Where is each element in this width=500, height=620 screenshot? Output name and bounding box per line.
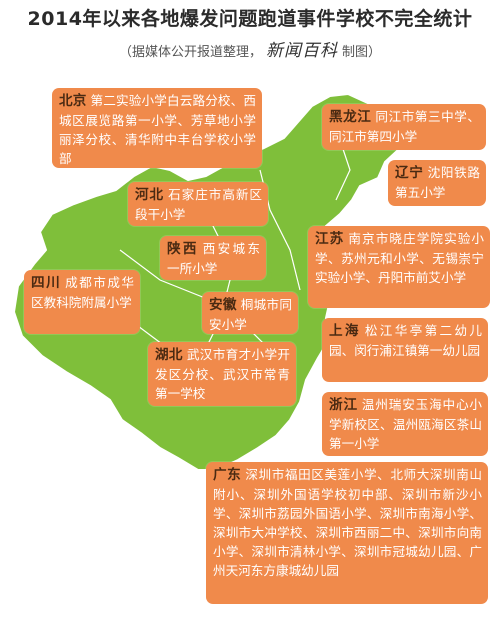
school-list: 松江华亭第二幼儿园、闵行浦江镇第一幼儿园 bbox=[329, 323, 483, 358]
school-list: 西安城东一所小学 bbox=[167, 241, 261, 276]
school-list: 桐城市同安小学 bbox=[209, 297, 293, 332]
region-box-beijing: 北京 第二实验小学白云路分校、西城区展览路第一小学、芳草地小学丽泽分校、清华附中丰… bbox=[52, 88, 262, 168]
province-name: 浙江 bbox=[329, 397, 358, 413]
school-list: 温州瑞安玉海中心小学新校区、温州瓯海区茶山第一小学 bbox=[329, 397, 483, 451]
school-list: 南京市晓庄学院实验小学、苏州元和小学、无锡崇宁实验小学、丹阳市前艾小学 bbox=[315, 231, 485, 285]
province-name: 安徽 bbox=[209, 297, 237, 313]
school-list: 第二实验小学白云路分校、西城区展览路第一小学、芳草地小学丽泽分校、清华附中丰台学… bbox=[59, 93, 257, 166]
map-border-line bbox=[335, 139, 351, 201]
region-box-sichuan: 四川 成都市成华区教科院附属小学 bbox=[24, 270, 140, 334]
region-box-shanghai: 上海 松江华亭第二幼儿园、闵行浦江镇第一幼儿园 bbox=[322, 318, 488, 382]
region-box-jiangsu: 江苏 南京市晓庄学院实验小学、苏州元和小学、无锡崇宁实验小学、丹阳市前艾小学 bbox=[308, 226, 490, 308]
school-list: 深圳市福田区美莲小学、北师大深圳南山附小、深圳外国语学校初中部、深圳市新沙小学、… bbox=[213, 467, 483, 578]
province-name: 北京 bbox=[59, 93, 87, 109]
school-list: 沈阳铁路第五小学 bbox=[395, 165, 480, 200]
region-box-shaanxi: 陕西 西安城东一所小学 bbox=[160, 236, 266, 280]
province-name: 陕西 bbox=[167, 241, 199, 257]
province-name: 黑龙江 bbox=[329, 109, 372, 125]
region-box-anhui: 安徽 桐城市同安小学 bbox=[202, 292, 298, 334]
subtitle-source-note: （据媒体公开报道整理， bbox=[118, 45, 262, 60]
page-subtitle: （据媒体公开报道整理， 新闻百科 制图） bbox=[0, 36, 500, 61]
province-name: 广东 bbox=[213, 467, 242, 483]
school-list: 石家庄市高新区段干小学 bbox=[135, 187, 263, 222]
province-name: 四川 bbox=[31, 275, 62, 291]
school-list: 同江市第三中学、同江市第四小学 bbox=[329, 109, 480, 144]
region-box-hebei: 河北 石家庄市高新区段干小学 bbox=[128, 182, 268, 226]
region-box-zhejiang: 浙江 温州瑞安玉海中心小学新校区、温州瓯海区茶山第一小学 bbox=[322, 392, 488, 456]
school-list: 成都市成华区教科院附属小学 bbox=[31, 275, 135, 310]
region-box-guangdong: 广东 深圳市福田区美莲小学、北师大深圳南山附小、深圳外国语学校初中部、深圳市新沙小… bbox=[206, 462, 488, 604]
province-name: 湖北 bbox=[155, 347, 183, 363]
province-name: 上海 bbox=[329, 323, 361, 339]
school-list: 武汉市育才小学开发区分校、武汉市常青第一学校 bbox=[155, 347, 291, 401]
province-name: 江苏 bbox=[315, 231, 345, 247]
region-box-liaoning: 辽宁 沈阳铁路第五小学 bbox=[388, 160, 486, 206]
page-title: 2014年以来各地爆发问题跑道事件学校不完全统计 bbox=[27, 8, 473, 30]
subtitle-credit: 制图） bbox=[342, 45, 382, 60]
province-name: 河北 bbox=[135, 187, 165, 203]
region-box-heilongjiang: 黑龙江 同江市第三中学、同江市第四小学 bbox=[322, 104, 486, 150]
province-name: 辽宁 bbox=[395, 165, 424, 181]
region-box-hubei: 湖北 武汉市育才小学开发区分校、武汉市常青第一学校 bbox=[148, 342, 296, 406]
brand-logo: 新闻百科 bbox=[266, 41, 338, 61]
